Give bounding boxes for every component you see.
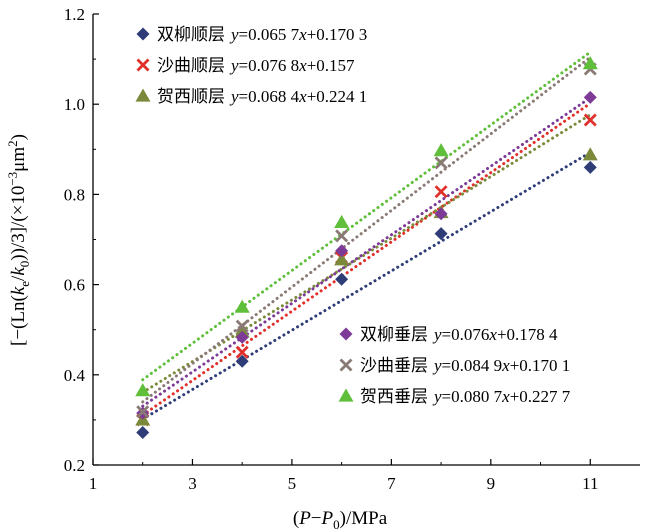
legend-marker (339, 327, 353, 341)
legend-entry: 沙曲顺层 y=0.076 8x+0.157 (157, 56, 355, 75)
data-point-series-0 (335, 272, 349, 286)
trendlines (141, 50, 592, 421)
data-point-series-0 (434, 227, 448, 241)
legend-equation: y=0.080 7x+0.227 7 (432, 387, 571, 406)
legend-entry: 双柳顺层 y=0.065 7x+0.170 3 (157, 25, 367, 44)
legend-entry: 贺西顺层 y=0.068 4x+0.224 1 (157, 87, 367, 106)
legend-marker (339, 358, 353, 372)
data-point-series-3 (335, 244, 349, 258)
x-tick-label: 3 (188, 474, 197, 493)
data-points (135, 56, 598, 440)
data-point-series-5 (582, 56, 598, 70)
x-tick-label: 11 (582, 474, 598, 493)
data-point-series-2 (334, 252, 350, 266)
y-axis-title: [−(Ln(ke/k0))/3]/(×10−3μm2) (5, 134, 32, 346)
legend-entry: 双柳垂层 y=0.076x+0.178 4 (360, 325, 558, 344)
trendline-series-1 (141, 101, 592, 417)
y-tick-label: 0.6 (64, 276, 85, 295)
legend-marker (136, 58, 150, 72)
x-tick-label: 5 (288, 474, 297, 493)
data-point-series-4 (235, 319, 249, 333)
data-point-series-4 (136, 405, 150, 419)
trendline-series-0 (141, 150, 592, 421)
data-point-series-1 (583, 113, 597, 127)
trendline-series-5 (141, 50, 592, 382)
legends: 双柳顺层 y=0.065 7x+0.170 3 沙曲顺层 y=0.076 8x+0.1… (135, 25, 571, 406)
y-tick-label: 0.4 (64, 366, 86, 385)
legend-entry: 沙曲垂层 y=0.084 9x+0.170 1 (360, 356, 570, 375)
x-tick-label: 7 (387, 474, 396, 493)
trendline-series-4 (141, 55, 592, 404)
legend-equation: y=0.076x+0.178 4 (432, 325, 558, 344)
data-point-series-5 (135, 383, 151, 397)
legend-entry: 贺西垂层 y=0.080 7x+0.227 7 (360, 387, 571, 406)
data-point-series-5 (334, 214, 350, 228)
x-tick-label: 9 (487, 474, 496, 493)
data-point-series-1 (434, 185, 448, 199)
data-point-series-1 (235, 345, 249, 359)
data-point-series-0 (583, 160, 597, 174)
legend-equation: y=0.065 7x+0.170 3 (229, 25, 367, 44)
x-axis-title: (P−P0)/MPa (293, 508, 388, 532)
y-tick-label: 1.2 (64, 5, 85, 24)
x-tick-label: 1 (89, 474, 98, 493)
trendline-series-2 (141, 113, 592, 394)
data-point-series-4 (335, 229, 349, 243)
legend-equation: y=0.076 8x+0.157 (229, 56, 355, 75)
data-point-series-3 (583, 90, 597, 104)
trendline-series-3 (141, 96, 592, 408)
legend-marker (136, 27, 150, 41)
axis-ticks: 1 3 5 7 9 11 0.2 0.4 0.6 0.8 1.0 1.2 (64, 5, 599, 493)
data-point-series-3 (235, 330, 249, 344)
data-point-series-3 (434, 207, 448, 221)
legend-equation: y=0.084 9x+0.170 1 (432, 356, 570, 375)
y-tick-label: 1.0 (64, 95, 85, 114)
data-point-series-4 (434, 156, 448, 170)
data-point-series-5 (234, 299, 250, 313)
y-tick-label: 0.8 (64, 185, 85, 204)
data-point-series-2 (582, 147, 598, 161)
data-point-series-0 (235, 354, 249, 368)
data-point-series-0 (136, 426, 150, 440)
legend-marker (338, 388, 354, 402)
legend-equation: y=0.068 4x+0.224 1 (229, 87, 367, 106)
data-point-series-5 (433, 143, 449, 157)
y-tick-label: 0.2 (64, 456, 85, 475)
legend-marker (135, 88, 151, 102)
